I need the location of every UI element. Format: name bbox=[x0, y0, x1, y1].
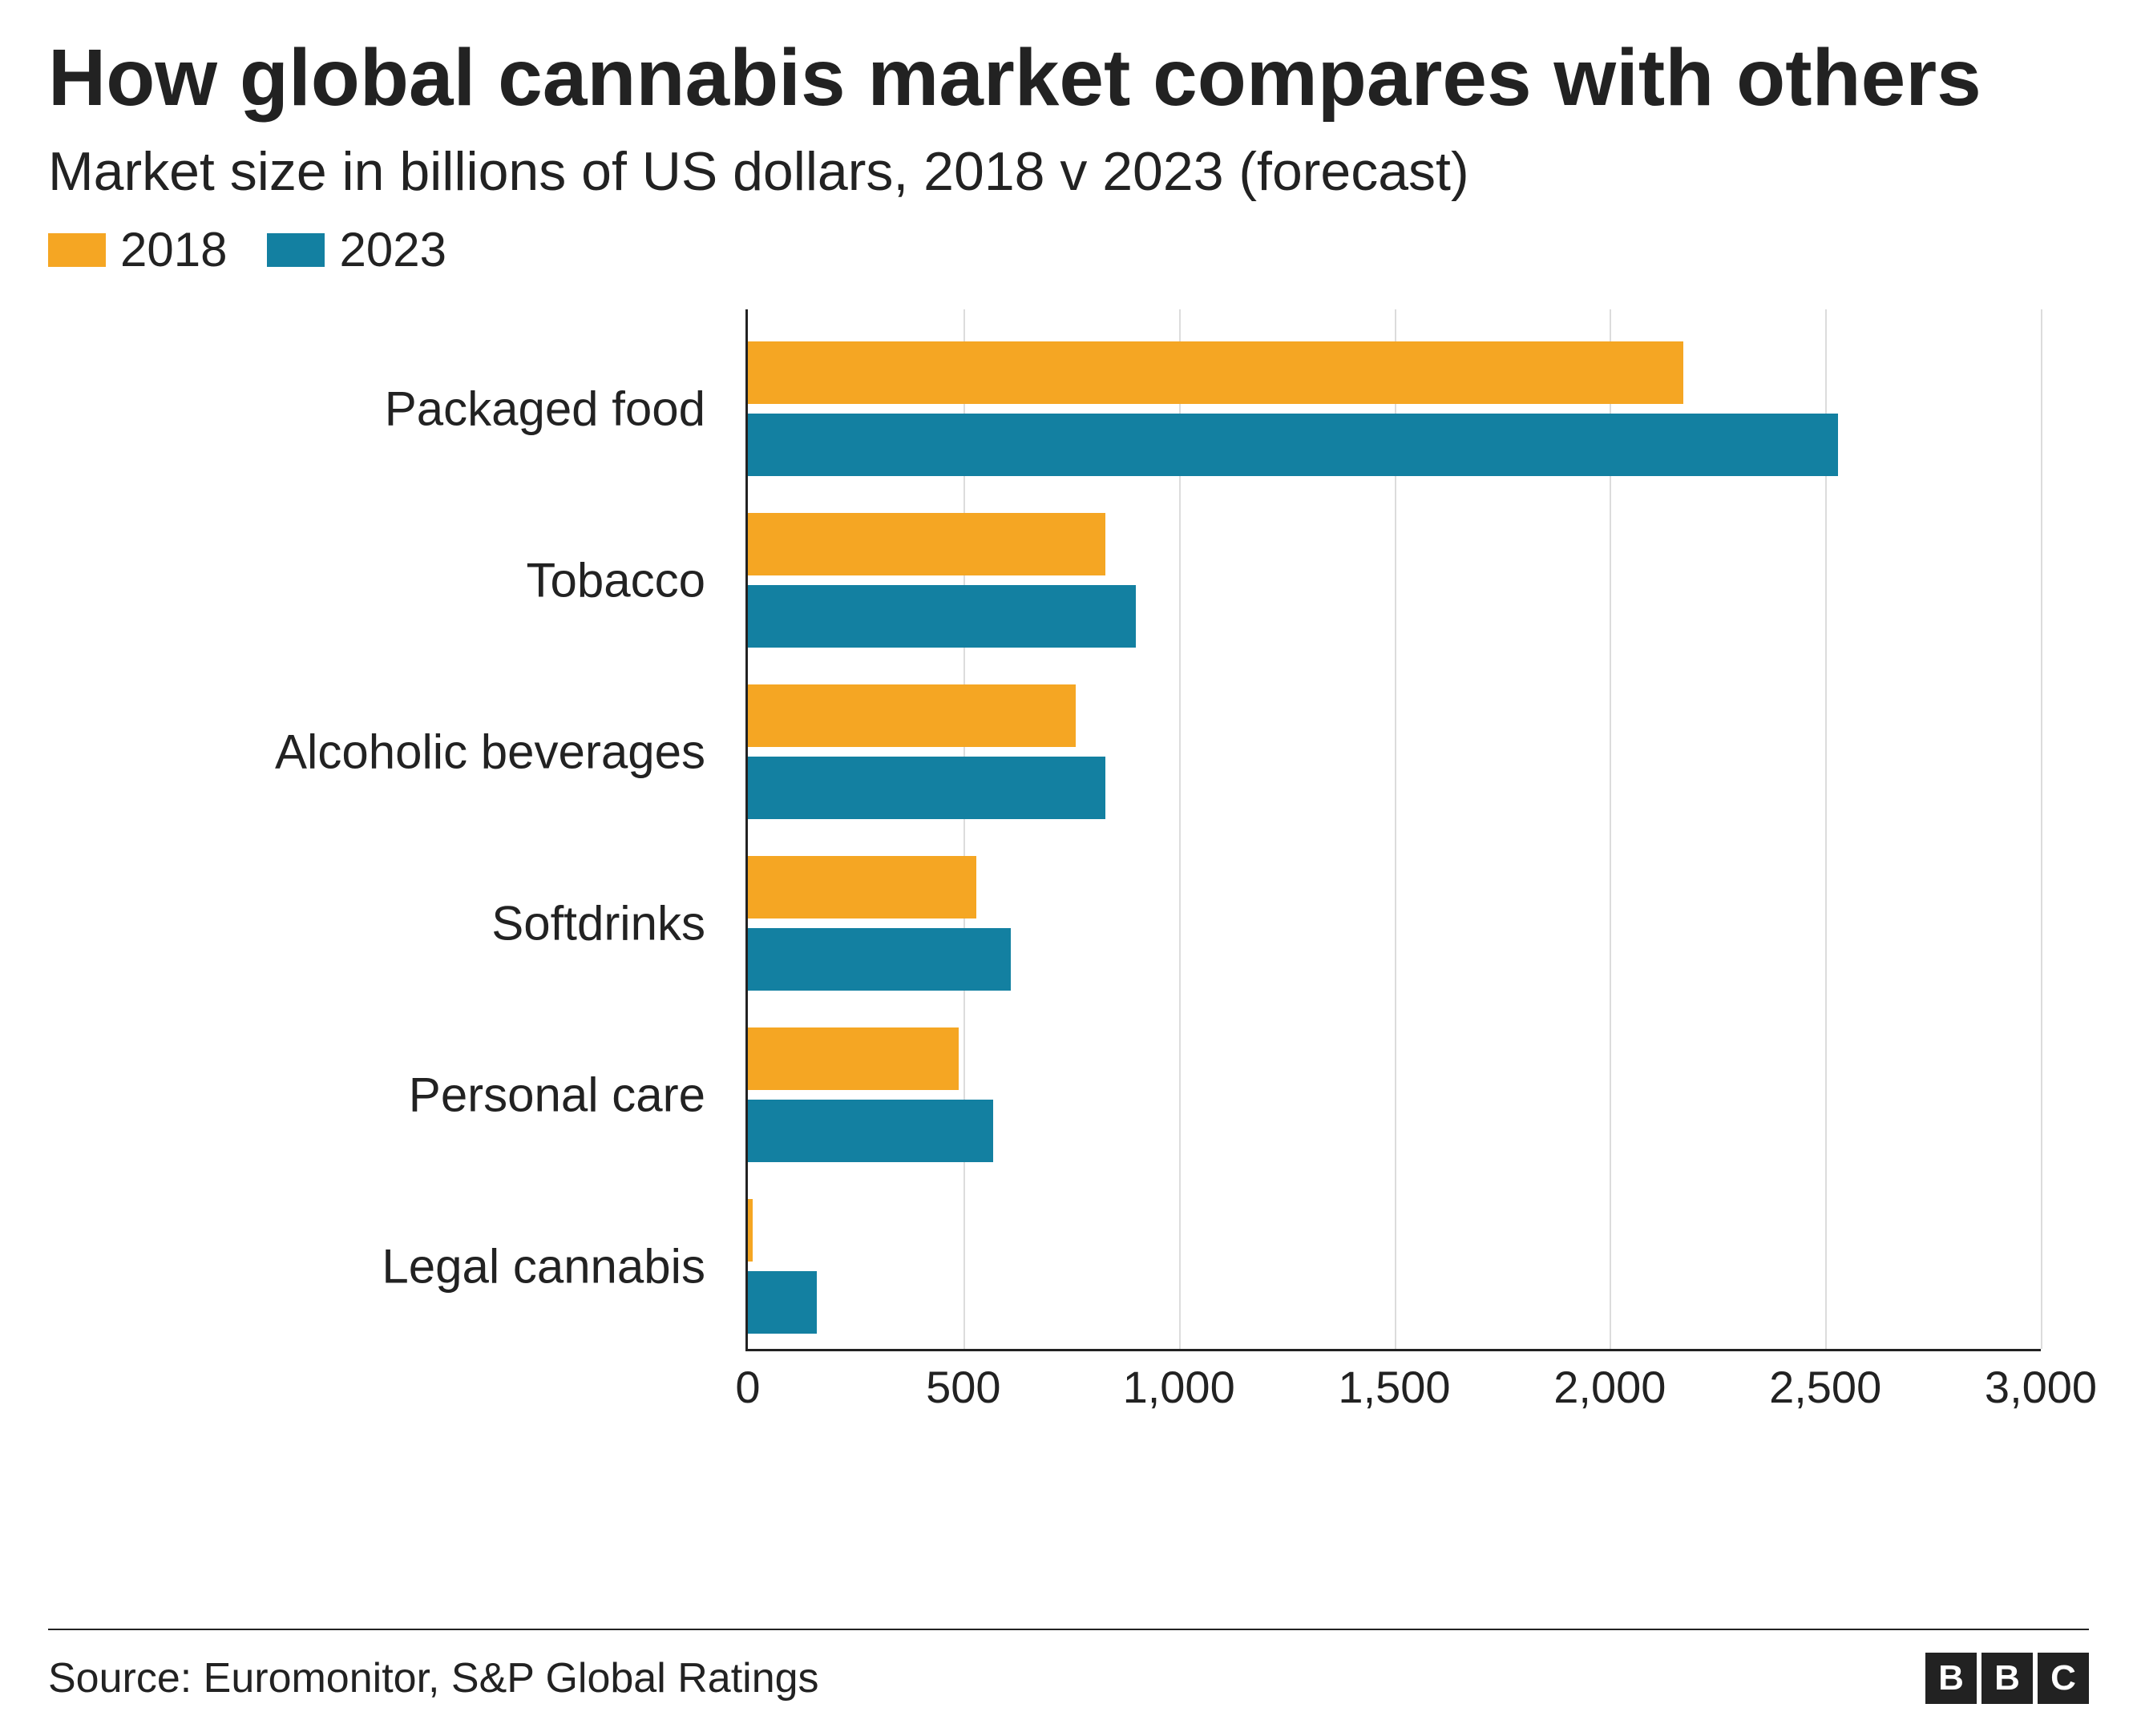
x-tick-label: 1,000 bbox=[1123, 1361, 1235, 1413]
x-tick-label: 500 bbox=[926, 1361, 1000, 1413]
x-tick-label: 2,000 bbox=[1553, 1361, 1666, 1413]
legend-label-2018: 2018 bbox=[120, 222, 227, 277]
bar-2023 bbox=[748, 1100, 993, 1162]
bar-2018 bbox=[748, 684, 1076, 747]
chart-legend: 2018 2023 bbox=[48, 222, 2089, 277]
legend-item-2018: 2018 bbox=[48, 222, 227, 277]
bar-2018 bbox=[748, 856, 976, 918]
category-label: Packaged food bbox=[385, 382, 705, 437]
bbc-logo-letter: B bbox=[1981, 1653, 2033, 1704]
legend-item-2023: 2023 bbox=[267, 222, 446, 277]
category-label: Softdrinks bbox=[491, 896, 705, 951]
bar-2023 bbox=[748, 414, 1838, 476]
category-label: Tobacco bbox=[527, 553, 705, 608]
y-axis-labels: Packaged food Tobacco Alcoholic beverages S… bbox=[88, 309, 729, 1351]
chart-footer: Source: Euromonitor, S&P Global Ratings … bbox=[48, 1629, 2089, 1704]
gridline bbox=[2041, 309, 2042, 1349]
source-text: Source: Euromonitor, S&P Global Ratings bbox=[48, 1654, 819, 1702]
chart-area: Packaged food Tobacco Alcoholic beverages S… bbox=[88, 309, 2089, 1447]
plot-area: 05001,0001,5002,0002,5003,000 bbox=[745, 309, 2041, 1351]
category-label: Alcoholic beverages bbox=[275, 725, 705, 780]
bar-2018 bbox=[748, 513, 1105, 575]
chart-title: How global cannabis market compares with… bbox=[48, 32, 2089, 124]
legend-swatch-2018 bbox=[48, 233, 106, 267]
bar-2018 bbox=[748, 341, 1683, 404]
bar-2023 bbox=[748, 585, 1136, 648]
x-tick-label: 3,000 bbox=[1985, 1361, 2097, 1413]
x-tick-label: 0 bbox=[735, 1361, 760, 1413]
bar-2018 bbox=[748, 1199, 753, 1262]
chart-subtitle: Market size in billions of US dollars, 2… bbox=[48, 140, 2089, 203]
bbc-logo-letter: B bbox=[1925, 1653, 1977, 1704]
chart-container: How global cannabis market compares with… bbox=[0, 0, 2137, 1736]
bar-2023 bbox=[748, 1271, 817, 1334]
legend-label-2023: 2023 bbox=[339, 222, 446, 277]
bar-2023 bbox=[748, 757, 1105, 819]
bar-2023 bbox=[748, 928, 1011, 991]
x-tick-label: 1,500 bbox=[1338, 1361, 1450, 1413]
bbc-logo: B B C bbox=[1925, 1653, 2089, 1704]
legend-swatch-2023 bbox=[267, 233, 325, 267]
bbc-logo-letter: C bbox=[2038, 1653, 2089, 1704]
bar-2018 bbox=[748, 1027, 959, 1090]
category-label: Legal cannabis bbox=[382, 1239, 705, 1294]
category-label: Personal care bbox=[409, 1068, 705, 1123]
x-tick-label: 2,500 bbox=[1769, 1361, 1881, 1413]
